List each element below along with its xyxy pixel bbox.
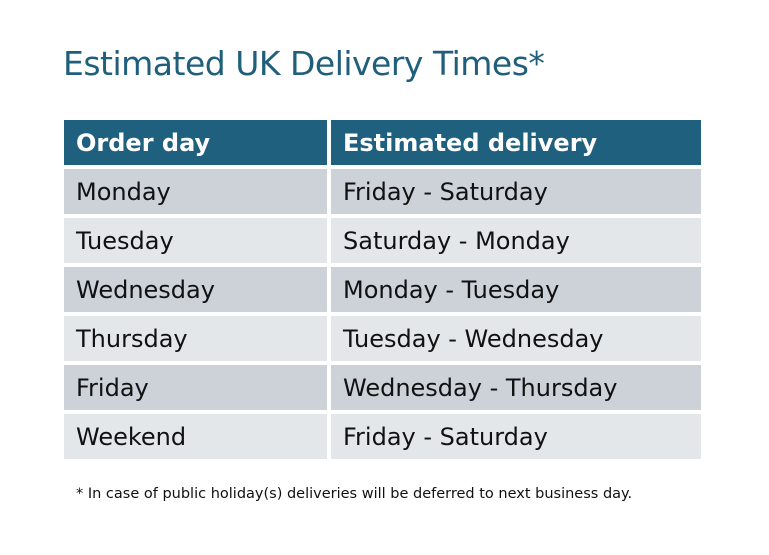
footnote: * In case of public holiday(s) deliverie…: [76, 486, 633, 502]
table-row: Thursday Tuesday - Wednesday: [64, 316, 701, 361]
delivery-cell: Monday - Tuesday: [331, 267, 701, 312]
delivery-cell: Wednesday - Thursday: [331, 365, 701, 410]
order-day-cell: Friday: [64, 365, 327, 410]
header-estimated-delivery: Estimated delivery: [331, 120, 701, 165]
table-row: Monday Friday - Saturday: [64, 169, 701, 214]
delivery-cell: Friday - Saturday: [331, 414, 701, 459]
order-day-cell: Thursday: [64, 316, 327, 361]
order-day-cell: Monday: [64, 169, 327, 214]
delivery-cell: Friday - Saturday: [331, 169, 701, 214]
order-day-cell: Tuesday: [64, 218, 327, 263]
table-row: Tuesday Saturday - Monday: [64, 218, 701, 263]
table-header-row: Order day Estimated delivery: [64, 120, 701, 165]
delivery-cell: Tuesday - Wednesday: [331, 316, 701, 361]
order-day-cell: Wednesday: [64, 267, 327, 312]
delivery-cell: Saturday - Monday: [331, 218, 701, 263]
delivery-times-table: Order day Estimated delivery Monday Frid…: [60, 116, 705, 463]
order-day-cell: Weekend: [64, 414, 327, 459]
page-title: Estimated UK Delivery Times*: [63, 44, 545, 83]
table-row: Weekend Friday - Saturday: [64, 414, 701, 459]
header-order-day: Order day: [64, 120, 327, 165]
table-row: Wednesday Monday - Tuesday: [64, 267, 701, 312]
table-row: Friday Wednesday - Thursday: [64, 365, 701, 410]
